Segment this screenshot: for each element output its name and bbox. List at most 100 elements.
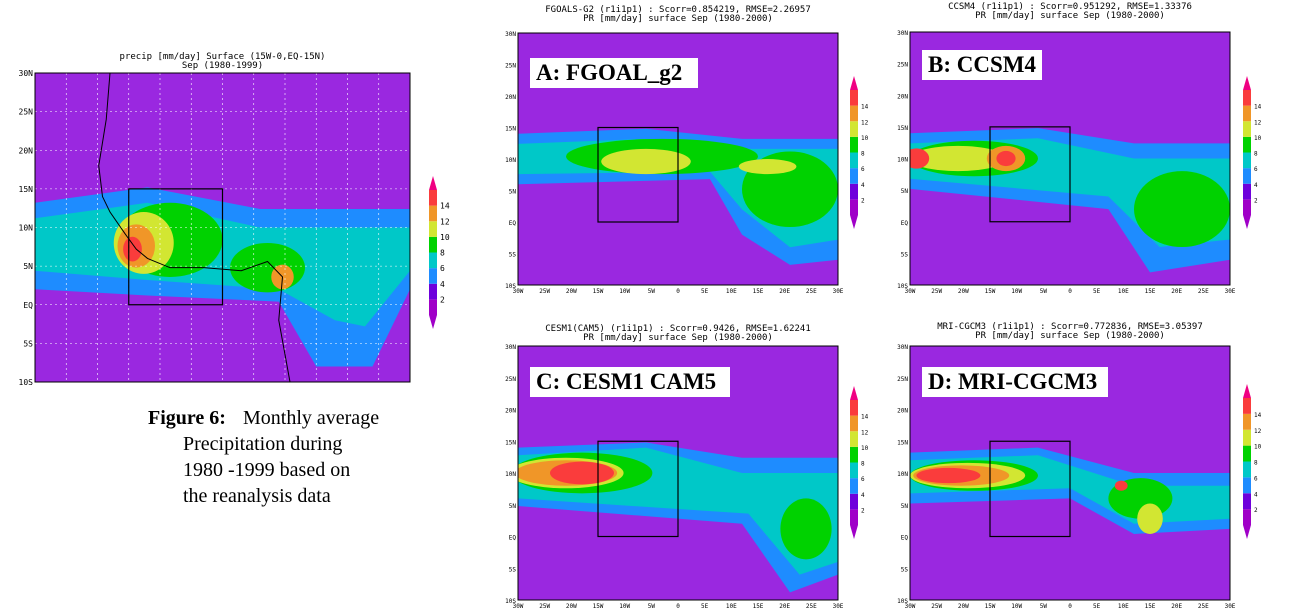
contour-area [996, 150, 1016, 167]
y-tick-label: 30N [505, 344, 516, 351]
contour-area [601, 148, 691, 175]
colorbar-segment [429, 190, 437, 206]
contour-area [1137, 503, 1163, 534]
x-tick-label: 20W [566, 603, 577, 610]
contour-area [916, 467, 981, 484]
y-tick-label: 5N [901, 503, 909, 510]
colorbar-segment [850, 446, 858, 463]
x-tick-label: 10E [1118, 603, 1129, 610]
x-tick-label: 5W [648, 288, 656, 295]
x-tick-label: 20W [566, 288, 577, 295]
contour-area [1134, 171, 1230, 248]
panel-title: PR [mm/day] surface Sep (1980-2000) [583, 14, 773, 24]
colorbar-segment [850, 400, 858, 416]
colorbar-arrow [429, 176, 437, 190]
colorbar-label: 6 [1254, 166, 1258, 173]
colorbar-label: 12 [861, 119, 869, 126]
x-tick-label: 30E [833, 603, 844, 610]
study-box [128, 188, 224, 306]
contour-area [738, 159, 797, 175]
y-tick-label: 15N [505, 126, 516, 133]
colorbar-arrow [1243, 525, 1251, 539]
y-tick-label: 30N [897, 30, 908, 37]
y-tick-label: 10N [505, 157, 516, 164]
colorbar-label: 6 [440, 264, 445, 273]
y-tick-label: 15N [897, 439, 908, 446]
colorbar-label: 12 [1254, 119, 1262, 126]
y-tick-label: 5S [509, 566, 517, 573]
x-tick-label: 15E [753, 603, 764, 610]
x-tick-label: 30W [905, 288, 916, 295]
colorbar-segment [850, 462, 858, 479]
x-tick-label: 15W [985, 603, 996, 610]
colorbar-segment [850, 509, 858, 525]
colorbar-label: 8 [1254, 151, 1258, 158]
y-tick-label: 10N [505, 471, 516, 478]
y-tick-label: EQ [509, 220, 517, 227]
colorbar-segment [850, 183, 858, 200]
colorbar-arrow [850, 525, 858, 539]
label-box [530, 367, 730, 397]
y-tick-label: 5S [509, 252, 517, 259]
x-tick-label: 10E [1118, 288, 1129, 295]
y-tick-label: 10S [505, 598, 516, 605]
x-tick-label: 10E [726, 288, 737, 295]
colorbar-segment [850, 199, 858, 215]
x-tick-label: 25E [1198, 603, 1209, 610]
colorbar-label: 14 [861, 414, 869, 421]
colorbar-segment [429, 221, 437, 237]
colorbar-label: 2 [1254, 507, 1258, 514]
colorbar-segment [1243, 398, 1251, 414]
colorbar-label: 4 [440, 280, 445, 289]
colorbar-segment [429, 252, 437, 269]
y-tick-label: 25N [505, 63, 516, 70]
y-tick-label: 20N [897, 93, 908, 100]
panel-label: C: CESM1 CAM5 [536, 369, 716, 394]
y-tick-label: 10S [897, 598, 908, 605]
x-tick-label: 0 [676, 288, 680, 295]
colorbar-label: 10 [1254, 444, 1262, 451]
colorbar-label: 12 [861, 429, 869, 436]
colorbar-segment [850, 121, 858, 137]
y-tick-label: 25N [505, 376, 516, 383]
contour-area [230, 242, 305, 293]
colorbar-segment [1243, 461, 1251, 478]
y-tick-label: 5N [509, 503, 517, 510]
y-tick-label: 5N [23, 262, 33, 271]
colorbar-segment [850, 136, 858, 153]
x-tick-label: 30W [513, 288, 524, 295]
y-tick-label: 30N [19, 69, 34, 78]
x-tick-label: 5W [1040, 288, 1048, 295]
colorbar-segment [1243, 168, 1251, 184]
panel-title: Sep (1980-1999) [182, 61, 263, 71]
study-box [989, 440, 1071, 538]
frame [517, 345, 839, 601]
x-tick-label: 20E [779, 288, 790, 295]
frame [517, 32, 839, 286]
colorbar-label: 2 [1254, 197, 1258, 204]
colorbar-segment [850, 478, 858, 494]
colorbar-segment [1243, 429, 1251, 446]
y-tick-label: 5N [901, 188, 909, 195]
y-tick-label: 25N [19, 108, 34, 117]
panel-title: FGOALS-G2 (r1i1p1) : Scorr=0.854219, RMS… [545, 5, 811, 15]
colorbar-arrow [429, 315, 437, 329]
x-tick-label: 0 [1068, 603, 1072, 610]
colorbar-segment [1243, 199, 1251, 215]
colorbar-segment [850, 431, 858, 447]
panel-title: PR [mm/day] surface Sep (1980-2000) [583, 333, 773, 343]
colorbar-segment [850, 168, 858, 184]
panel-title: PR [mm/day] surface Sep (1980-2000) [975, 331, 1165, 341]
colorbar-segment [1243, 477, 1251, 494]
colorbar-label: 6 [861, 476, 865, 483]
x-tick-label: 15E [1145, 288, 1156, 295]
x-tick-label: 5W [648, 603, 656, 610]
y-tick-label: 5S [901, 566, 909, 573]
x-tick-label: 10W [1011, 603, 1022, 610]
x-tick-label: 25E [1198, 288, 1209, 295]
colorbar-label: 10 [861, 135, 869, 142]
x-tick-label: 25E [806, 288, 817, 295]
y-tick-label: EQ [901, 220, 909, 227]
y-tick-label: 30N [505, 31, 516, 38]
